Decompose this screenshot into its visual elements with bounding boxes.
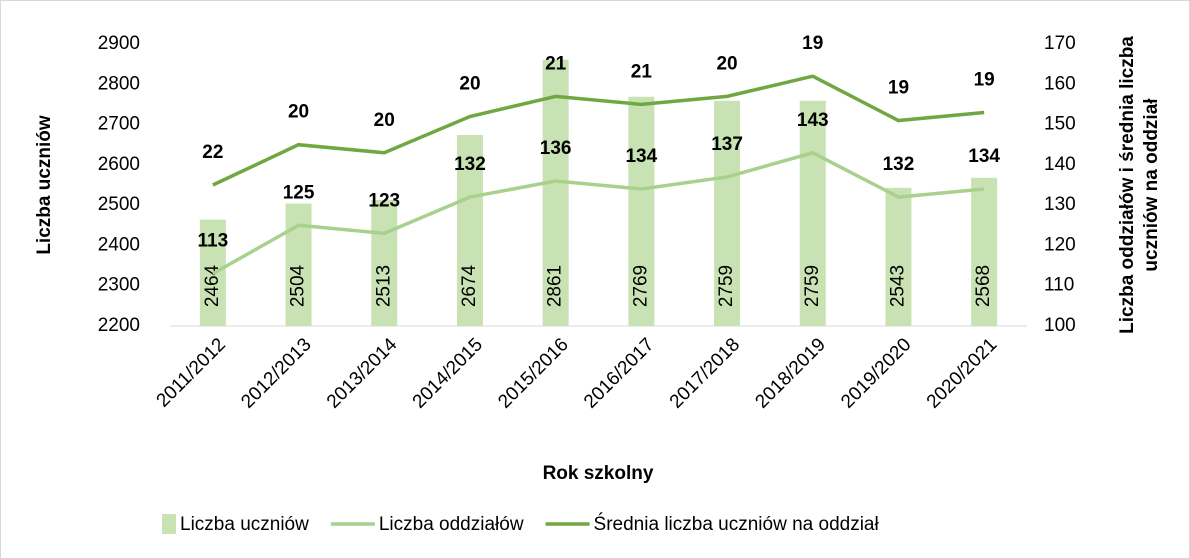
y-tick-label: 2300: [98, 275, 140, 296]
line-value-label: 132: [883, 154, 915, 175]
line-value-label: 113: [198, 231, 229, 252]
bar-value-label: 2513: [373, 265, 394, 307]
line-value-label: 123: [368, 190, 400, 211]
line-value-label: 20: [716, 53, 737, 74]
line-value-label: 134: [625, 146, 657, 167]
line: [211, 150, 985, 276]
y2-axis-title-line: uczniów na oddział: [1141, 98, 1162, 272]
y2-tick-label: 170: [1044, 33, 1076, 54]
bar: [799, 100, 826, 326]
line-value-label: 20: [374, 110, 395, 131]
bar-value-label: 2759: [802, 265, 823, 307]
line-value-label: 22: [202, 142, 223, 163]
bar: [371, 199, 398, 326]
y2-axis-title: Liczba oddziałów i średnia liczba uczniów…: [1117, 36, 1162, 334]
y2-tick-label: 100: [1044, 315, 1076, 336]
bar-value-label: 2861: [545, 265, 566, 307]
bar: [971, 177, 998, 326]
y2-tick-label: 130: [1044, 194, 1076, 215]
y2-tick-label: 120: [1044, 234, 1076, 255]
bar: [885, 187, 912, 326]
line-value-label: 19: [888, 78, 909, 99]
legend-label: Liczba oddziałów: [379, 514, 524, 535]
line-value-label: 143: [797, 110, 829, 131]
bar: [542, 59, 569, 327]
bar: [628, 96, 655, 326]
bar-value-label: 2674: [459, 264, 480, 307]
bar-value-label: 2769: [630, 265, 651, 307]
line-value-label: 21: [631, 61, 653, 82]
y-tick-label: 2700: [98, 114, 140, 135]
bar-value-label: 2568: [973, 265, 994, 307]
line-value-label: 19: [974, 70, 995, 91]
legend-swatch: [162, 514, 176, 534]
line-value-label: 134: [968, 146, 1000, 167]
legend-label: Liczba uczniów: [180, 514, 309, 535]
bar: [456, 135, 483, 326]
y-tick-label: 2900: [98, 33, 140, 54]
bar-value-label: 2543: [887, 265, 908, 307]
bar: [714, 100, 741, 326]
y2-tick-label: 160: [1044, 73, 1076, 94]
y-axis-title: Liczba uczniów: [34, 115, 55, 255]
y-tick-label: 2200: [98, 315, 140, 336]
y2-tick-label: 110: [1044, 275, 1074, 296]
legend-label: Średnia liczba uczniów na oddział: [594, 513, 880, 535]
line-value-label: 125: [283, 182, 315, 203]
line: [212, 74, 985, 187]
line-value-label: 132: [454, 154, 486, 175]
x-axis-title: Rok szkolny: [543, 463, 654, 484]
line-value-label: 20: [288, 102, 309, 123]
y-tick-label: 2500: [98, 194, 140, 215]
y-tick-label: 2600: [98, 154, 140, 175]
line-value-label: 136: [540, 138, 572, 159]
bar-value-label: 2759: [716, 265, 737, 307]
y2-tick-label: 140: [1044, 154, 1076, 175]
line-value-label: 19: [802, 33, 823, 54]
line-value-label: 21: [545, 53, 567, 74]
bar-value-label: 2504: [288, 264, 309, 307]
y-tick-label: 2400: [98, 234, 140, 255]
bar-value-label: 2464: [202, 264, 223, 307]
y2-axis-title-line: Liczba oddziałów i średnia liczba: [1117, 36, 1138, 334]
line-value-label: 20: [459, 74, 480, 95]
y-tick-label: 2800: [98, 73, 140, 94]
line-value-label: 137: [711, 134, 743, 155]
y2-tick-label: 150: [1044, 114, 1076, 135]
